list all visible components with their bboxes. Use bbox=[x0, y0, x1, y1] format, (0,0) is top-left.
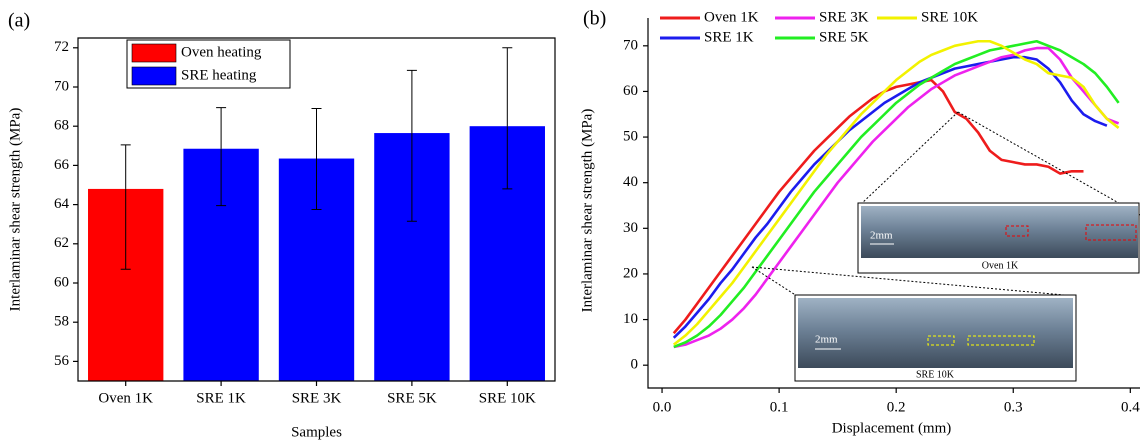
inset-label: Oven 1K bbox=[982, 260, 1019, 271]
y-tick-label: 70 bbox=[623, 37, 638, 53]
inset-oven: 2mm Oven 1K bbox=[857, 111, 1140, 274]
error-bar-lower bbox=[406, 133, 417, 222]
line bbox=[673, 39, 1120, 349]
line bbox=[672, 78, 1084, 335]
y-tick-label: 60 bbox=[54, 274, 69, 290]
legend-box bbox=[126, 39, 291, 89]
error-bar-lower bbox=[311, 158, 322, 210]
x-tick-label: 0.1 bbox=[770, 399, 789, 415]
y-tick-label: 64 bbox=[54, 196, 70, 212]
line bbox=[672, 39, 1120, 346]
x-axis-title: Samples bbox=[291, 424, 342, 440]
error-bar-upper bbox=[502, 47, 513, 127]
legend-label: SRE 5K bbox=[819, 29, 869, 45]
panel-label: (b) bbox=[583, 8, 606, 30]
legend-label: Oven heating bbox=[181, 44, 262, 60]
x-tick-label: SRE 10K bbox=[479, 390, 536, 406]
legend-label: SRE 10K bbox=[921, 9, 978, 25]
legend-swatch bbox=[131, 43, 177, 63]
x-tick-label: SRE 1K bbox=[196, 390, 246, 406]
y-tick-label: 68 bbox=[54, 118, 69, 134]
x-tick-label: Oven 1K bbox=[98, 390, 153, 406]
y-axis-title: Interlaminar shear strength (MPa) bbox=[579, 109, 595, 313]
y-tick-label: 0 bbox=[631, 357, 639, 373]
y-axis-title: Interlaminar shear strength (MPa) bbox=[7, 108, 23, 312]
axes bbox=[647, 18, 1140, 389]
scale-label: 2mm bbox=[815, 334, 838, 346]
y-tick-label: 10 bbox=[623, 311, 638, 327]
y-tick-label: 70 bbox=[54, 78, 69, 94]
scale-label: 2mm bbox=[870, 230, 893, 242]
x-tick-label: 0.0 bbox=[653, 399, 672, 415]
error-bar-lower bbox=[216, 148, 227, 207]
error-bar-lower bbox=[120, 188, 131, 270]
x-tick-label: 0.2 bbox=[887, 399, 906, 415]
x-tick-label: 0.4 bbox=[1121, 399, 1140, 415]
error-bar-upper bbox=[406, 69, 417, 134]
error-bar-upper bbox=[120, 144, 131, 189]
legend-label: Oven 1K bbox=[704, 9, 759, 25]
y-tick-label: 58 bbox=[54, 314, 69, 330]
line bbox=[672, 55, 1108, 339]
y-tick-label: 20 bbox=[623, 265, 638, 281]
legend-label: SRE heating bbox=[181, 67, 257, 83]
x-tick-label: SRE 3K bbox=[292, 390, 342, 406]
inset-sre10k: 2mm SRE 10K bbox=[751, 266, 1077, 382]
panel-label: (a) bbox=[8, 10, 30, 32]
axes-frame bbox=[77, 37, 556, 382]
y-tick-label: 56 bbox=[54, 353, 70, 369]
y-tick-label: 72 bbox=[54, 39, 69, 55]
x-axis-title: Displacement (mm) bbox=[832, 420, 952, 436]
y-tick-label: 66 bbox=[54, 157, 70, 173]
x-tick-label: SRE 5K bbox=[387, 390, 437, 406]
y-tick-label: 40 bbox=[623, 174, 638, 190]
legend-label: SRE 3K bbox=[819, 9, 869, 25]
y-tick-label: 60 bbox=[623, 83, 638, 99]
y-tick-label: 30 bbox=[623, 220, 638, 236]
x-tick-label: 0.3 bbox=[1004, 399, 1023, 415]
error-bar-upper bbox=[311, 108, 322, 159]
error-bar-upper bbox=[216, 107, 227, 149]
y-tick-label: 50 bbox=[623, 129, 638, 145]
y-tick-label: 62 bbox=[54, 235, 69, 251]
inset-label: SRE 10K bbox=[916, 369, 955, 380]
legend-swatch bbox=[131, 66, 177, 86]
error-bar-lower bbox=[502, 126, 513, 190]
legend-label: SRE 1K bbox=[704, 29, 754, 45]
line bbox=[673, 46, 1120, 349]
